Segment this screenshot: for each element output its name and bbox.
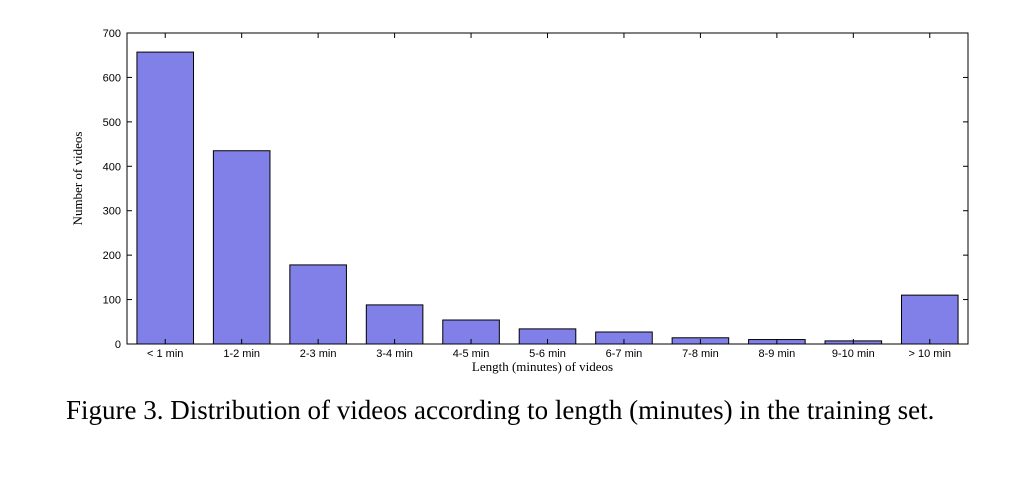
- y-tick-label: 200: [103, 250, 121, 262]
- bar-1: [212, 150, 271, 345]
- figure-caption: Figure 3. Distribution of videos accordi…: [66, 395, 935, 425]
- y-axis-title: Number of videos: [70, 132, 85, 226]
- x-axis-title: Length (minutes) of videos: [472, 359, 613, 374]
- bar-10: [900, 294, 959, 345]
- x-tick-label: 2-3 min: [300, 348, 337, 360]
- x-tick-label: 1-2 min: [223, 348, 260, 360]
- y-tick-label: 400: [103, 161, 121, 173]
- x-tick-label: 4-5 min: [453, 348, 490, 360]
- x-tick-label: 5-6 min: [529, 348, 566, 360]
- y-tick-label: 600: [103, 72, 121, 84]
- x-tick-label: 3-4 min: [376, 348, 413, 360]
- y-tick-label: 300: [103, 206, 121, 218]
- bars-layer: [136, 51, 959, 345]
- y-tick-label: 0: [115, 339, 121, 351]
- bar-3: [365, 304, 424, 345]
- y-tick-label: 700: [103, 28, 121, 40]
- bar-chart: < 1 min 1-2 min 2-3 min 3-4 min 4-5 min 5-6 m…: [70, 28, 969, 374]
- y-tick-label: 500: [103, 117, 121, 129]
- ticks-layer: < 1 min 1-2 min 2-3 min 3-4 min 4-5 min 5-6 m…: [103, 28, 968, 360]
- x-tick-label: 8-9 min: [759, 348, 796, 360]
- x-tick-label: 9-10 min: [832, 348, 875, 360]
- x-tick-label: < 1 min: [147, 348, 183, 360]
- x-tick-label: 7-8 min: [682, 348, 719, 360]
- y-tick-label: 100: [103, 295, 121, 307]
- bar-2: [289, 264, 347, 345]
- x-tick-label: 6-7 min: [606, 348, 643, 360]
- x-tick-label: > 10 min: [909, 348, 952, 360]
- bar-0: [136, 51, 195, 345]
